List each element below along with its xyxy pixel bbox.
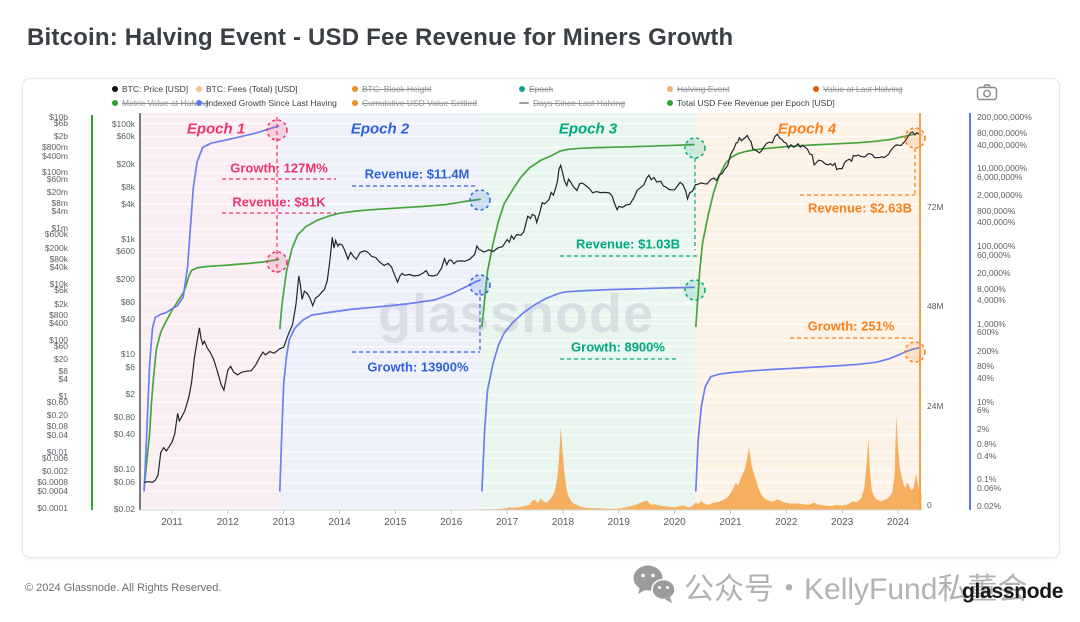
legend-label: BTC: Price [USD] [122,84,189,94]
legend-item-2[interactable]: BTC: Fees (Total) [USD] [196,84,298,94]
legend-item-8[interactable]: Halving Event [667,84,729,94]
legend-label: Cumulative USD Value Settled [362,97,478,108]
legend-item-10[interactable]: Value at Last Halving [813,84,903,94]
legend-item-1[interactable]: Metric Value at Halving [112,98,209,108]
legend-item-5[interactable]: Cumulative USD Value Settled [352,98,477,108]
legend-item-0[interactable]: BTC: Price [USD] [112,84,188,94]
legend-marker [519,86,525,92]
legend-marker [112,99,118,106]
legend-item-6[interactable]: Epoch [519,84,553,94]
page-title: Bitcoin: Halving Event - USD Fee Revenue… [27,24,734,51]
legend-item-9[interactable]: Total USD Fee Revenue per Epoch [USD] [667,98,835,108]
legend-label: BTC: Fees (Total) [USD] [206,84,298,94]
legend-label: Total USD Fee Revenue per Epoch [USD] [677,97,835,108]
legend-marker [196,99,202,106]
wechat-account-text: 公众号・KellyFund私董会 [684,573,1028,606]
legend-item-7[interactable]: Days Since Last Halving [519,98,625,108]
legend-marker [112,86,118,92]
legend-marker [352,86,358,92]
legend-marker [667,86,673,92]
legend-label: Days Since Last Halving [533,97,626,108]
wechat-icon [633,565,676,603]
legend-marker [196,86,202,92]
legend-label: Halving Event [677,84,730,94]
copyright-text: © 2024 Glassnode. All Rights Reserved. [25,582,222,594]
legend-marker [519,101,529,104]
legend-label: Indexed Growth Since Last Having [206,97,337,108]
legend-marker [352,99,358,106]
camera-icon[interactable] [976,83,998,101]
legend-marker [667,99,673,106]
chart-card [22,78,1060,558]
glassnode-logo: glassnode [962,580,1064,603]
legend-label: Metric Value at Halving [122,97,209,108]
legend-item-4[interactable]: BTC: Block Height [352,84,431,94]
legend-marker [813,86,819,92]
legend-label: Value at Last Halving [823,84,903,94]
legend-label: Epoch [529,84,554,94]
legend-item-3[interactable]: Indexed Growth Since Last Having [196,98,337,108]
legend-label: BTC: Block Height [362,84,432,94]
